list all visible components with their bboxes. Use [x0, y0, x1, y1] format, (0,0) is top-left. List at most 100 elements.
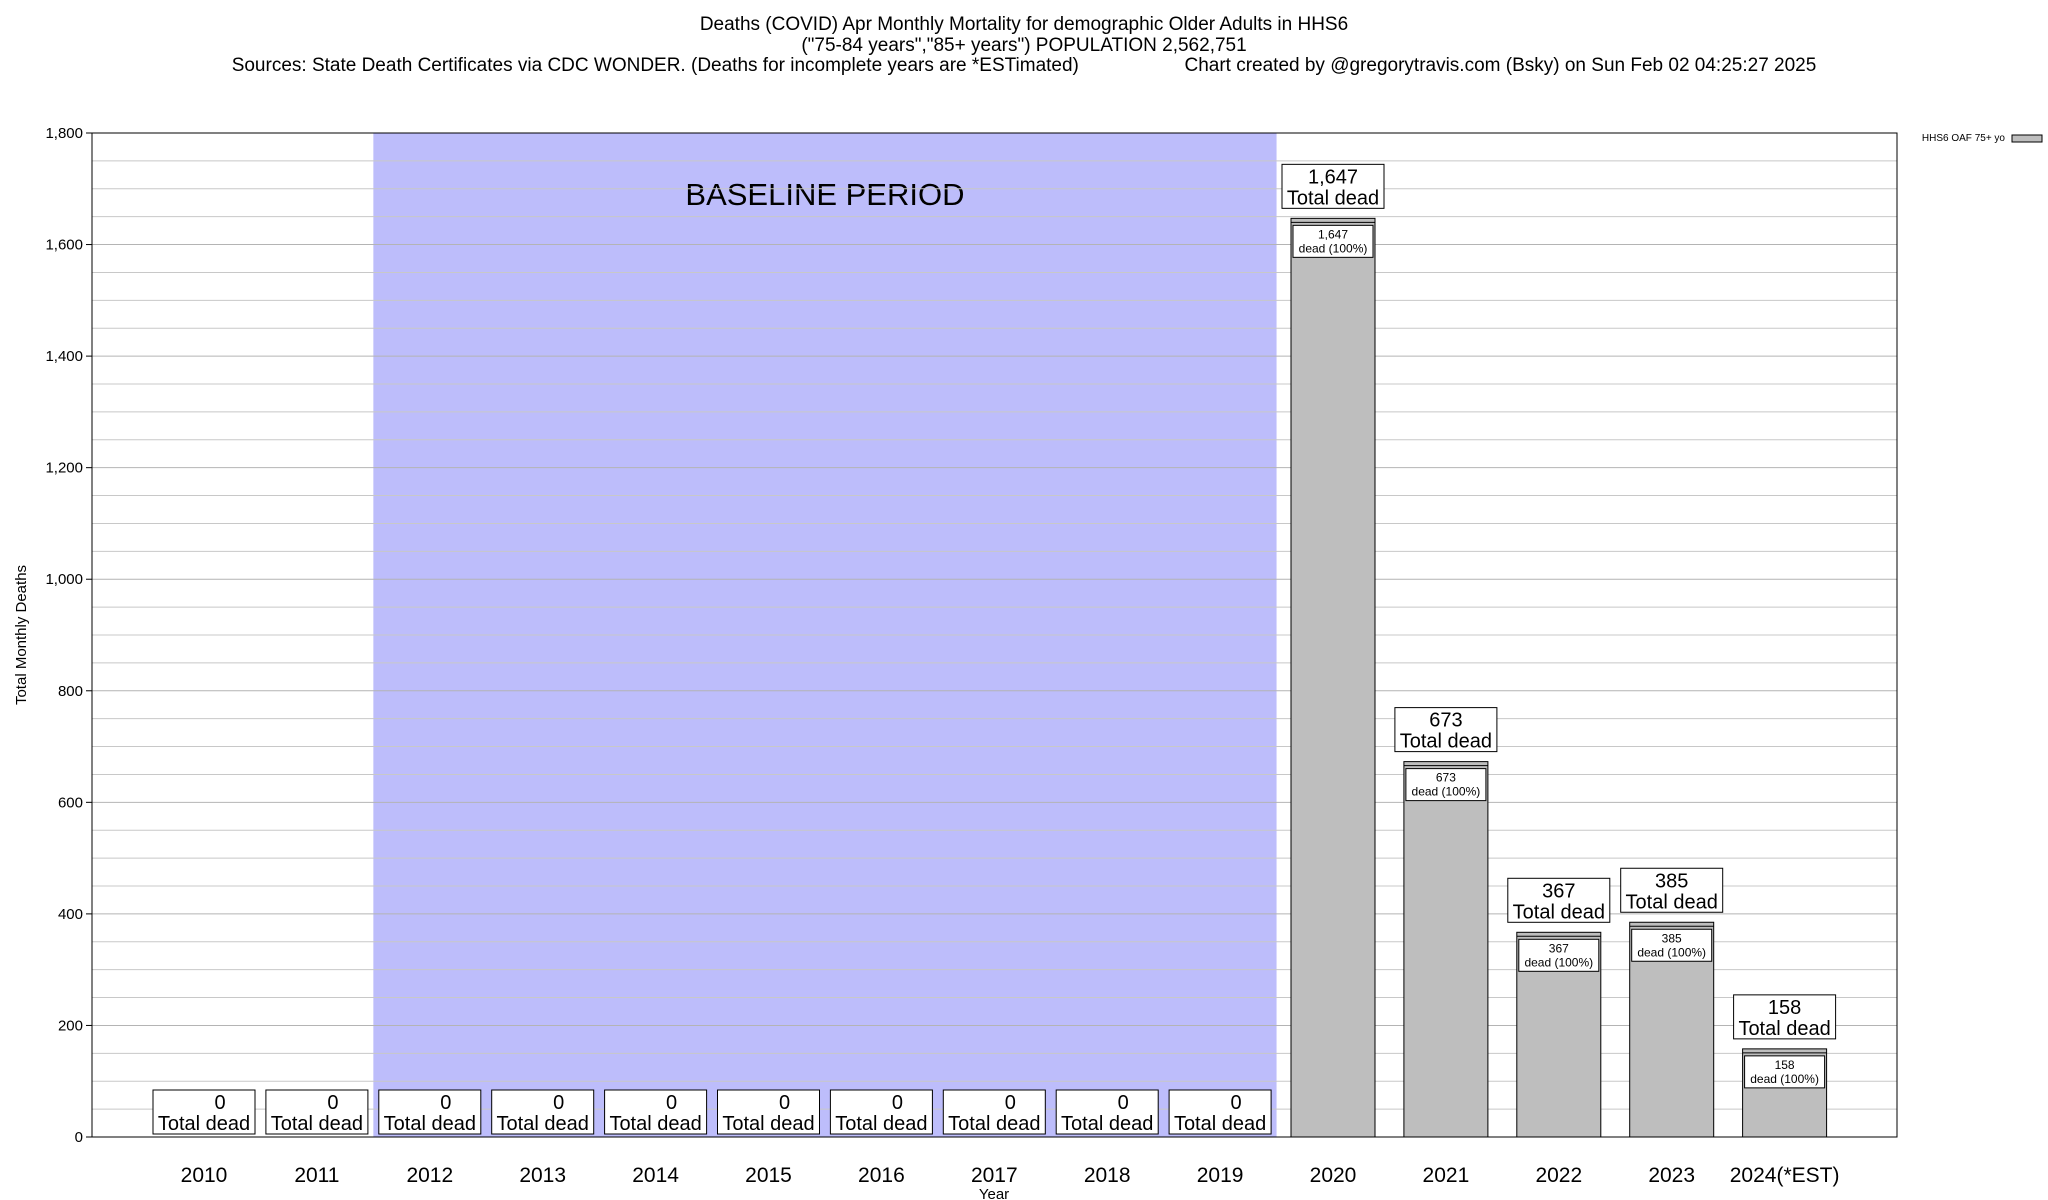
total-label-text: Total dead — [1287, 187, 1379, 209]
total-label-value: 385 — [1655, 870, 1688, 892]
total-label-box — [1281, 163, 1385, 209]
inner-label-value: 158 — [1775, 1058, 1795, 1072]
x-tick-label: 2017 — [971, 1164, 1018, 1187]
x-tick-label: 2019 — [1197, 1164, 1244, 1187]
y-tick-label: 600 — [58, 794, 83, 811]
total-label-box — [1620, 867, 1724, 913]
total-label-value: 0 — [1118, 1092, 1129, 1114]
total-label-box — [1168, 1089, 1272, 1135]
x-axis-label: Year — [979, 1186, 1009, 1200]
bar — [1290, 217, 1376, 1138]
total-label-box — [829, 1089, 933, 1135]
total-label-value: 673 — [1429, 710, 1462, 732]
total-label-value: 0 — [779, 1092, 790, 1114]
chart-sources: Sources: State Death Certificates via CD… — [231, 55, 1079, 76]
total-label-value: 0 — [666, 1092, 677, 1114]
total-label-value: 0 — [1005, 1092, 1016, 1114]
total-label-text: Total dead — [158, 1113, 250, 1135]
inner-label-box — [1744, 1055, 1826, 1089]
total-label-box — [378, 1089, 482, 1135]
total-label-value: 0 — [553, 1092, 564, 1114]
total-label-box — [491, 1089, 595, 1135]
x-tick-label: 2020 — [1310, 1164, 1357, 1187]
total-label-box — [1055, 1089, 1159, 1135]
x-tick-label: 2016 — [858, 1164, 905, 1187]
total-label-text: Total dead — [722, 1113, 814, 1135]
chart-subtitle: ("75-84 years","85+ years") POPULATION 2… — [801, 35, 1247, 56]
x-tick-label: 2013 — [519, 1164, 566, 1187]
total-label-box — [604, 1089, 708, 1135]
legend-swatch — [2011, 134, 2043, 143]
y-tick-label: 200 — [58, 1017, 83, 1034]
x-tick-label: 2022 — [1535, 1164, 1582, 1187]
total-label-text: Total dead — [1400, 731, 1492, 753]
y-tick-label: 1,000 — [45, 571, 83, 588]
y-tick-label: 1,400 — [45, 348, 83, 365]
bar — [1403, 761, 1489, 1138]
y-tick-label: 1,800 — [45, 125, 83, 142]
x-tick-label: 2015 — [745, 1164, 792, 1187]
x-tick-label: 2012 — [406, 1164, 453, 1187]
total-label-box — [1507, 877, 1611, 923]
total-label-text: Total dead — [948, 1113, 1040, 1135]
y-tick-label: 0 — [75, 1129, 83, 1146]
plot-frame — [91, 132, 1898, 1138]
total-label-value: 1,647 — [1308, 166, 1358, 188]
chart-sources-line: Sources: State Death Certificates via CD… — [0, 55, 2048, 76]
inner-label-text: dead (100%) — [1750, 1072, 1819, 1086]
baseline-band-label: BASELINE PERIOD — [685, 177, 964, 212]
x-tick-label: 2024(*EST) — [1730, 1164, 1840, 1187]
inner-label-text: dead (100%) — [1299, 241, 1368, 255]
inner-label-value: 1,647 — [1318, 227, 1348, 241]
total-label-text: Total dead — [1513, 901, 1605, 923]
y-tick-label: 1,200 — [45, 460, 83, 477]
legend-layer: HHS6 OAF 75+ yo — [1922, 133, 2043, 144]
inner-label-text: dead (100%) — [1412, 785, 1481, 799]
total-label-box — [942, 1089, 1046, 1135]
total-label-value: 0 — [892, 1092, 903, 1114]
total-label-text: Total dead — [384, 1113, 476, 1135]
legend-label: HHS6 OAF 75+ yo — [1922, 133, 2006, 144]
total-label-text: Total dead — [1626, 891, 1718, 913]
chart-title: Deaths (COVID) Apr Monthly Mortality for… — [699, 14, 1349, 35]
x-tick-label: 2018 — [1084, 1164, 1131, 1187]
y-tick-label: 400 — [58, 906, 83, 923]
total-label-box — [1394, 707, 1498, 753]
x-tick-label: 2010 — [181, 1164, 228, 1187]
x-tick-label: 2021 — [1423, 1164, 1470, 1187]
total-label-box — [265, 1089, 369, 1135]
total-label-box — [152, 1089, 256, 1135]
total-label-value: 0 — [440, 1092, 451, 1114]
inner-label-text: dead (100%) — [1524, 955, 1593, 969]
total-label-box — [717, 1089, 820, 1135]
x-tick-label: 2014 — [632, 1164, 679, 1187]
inner-label-value: 367 — [1549, 941, 1569, 955]
total-label-text: Total dead — [1738, 1018, 1830, 1040]
y-tick-label: 1,600 — [45, 237, 83, 254]
inner-label-box — [1631, 928, 1713, 962]
x-tick-label: 2023 — [1648, 1164, 1695, 1187]
total-label-text: Total dead — [497, 1113, 589, 1135]
total-label-value: 0 — [327, 1092, 338, 1114]
total-label-text: Total dead — [1061, 1113, 1153, 1135]
y-tick-label: 800 — [58, 683, 83, 700]
inner-label-text: dead (100%) — [1637, 945, 1706, 959]
inner-label-value: 385 — [1662, 931, 1682, 945]
total-label-text: Total dead — [1174, 1113, 1266, 1135]
total-label-text: Total dead — [835, 1113, 927, 1135]
total-label-value: 0 — [214, 1092, 225, 1114]
total-label-value: 158 — [1768, 997, 1801, 1019]
total-label-text: Total dead — [271, 1113, 363, 1135]
x-tick-label: 2011 — [294, 1164, 339, 1187]
y-axis-label: Total Monthly Deaths — [13, 565, 30, 705]
inner-label-box — [1518, 938, 1600, 972]
chart-credit: Chart created by @gregorytravis.com (Bsk… — [1184, 55, 1817, 76]
inner-label-box — [1405, 768, 1487, 802]
axis-layer: 0 200 400 600 800 1,000 1,200 1,400 1,600 1,800 To… — [13, 125, 1898, 1200]
total-label-value: 367 — [1542, 880, 1575, 902]
inner-label-box — [1292, 224, 1374, 258]
inner-label-value: 673 — [1436, 771, 1456, 785]
